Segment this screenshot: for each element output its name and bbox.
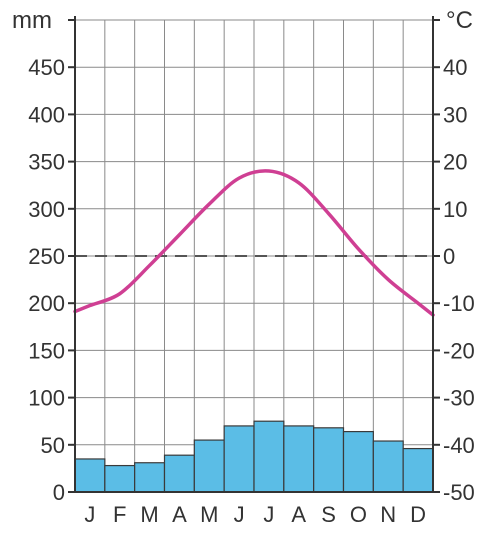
month-label: S bbox=[321, 502, 336, 527]
month-label: J bbox=[84, 502, 95, 527]
right-tick-label: -10 bbox=[443, 291, 475, 316]
precipitation-bar bbox=[253, 420, 285, 493]
left-tick-label: 200 bbox=[28, 291, 65, 316]
precipitation-bar bbox=[372, 440, 404, 493]
month-label: N bbox=[380, 502, 396, 527]
left-tick-label: 400 bbox=[28, 102, 65, 127]
left-axis-unit: mm bbox=[12, 7, 52, 34]
precipitation-bar bbox=[193, 439, 225, 493]
right-tick-label: 0 bbox=[443, 244, 455, 269]
left-tick-label: 150 bbox=[28, 338, 65, 363]
precipitation-bar bbox=[283, 425, 315, 493]
month-label: M bbox=[200, 502, 218, 527]
right-tick-label: -40 bbox=[443, 433, 475, 458]
right-tick-label: -30 bbox=[443, 386, 475, 411]
left-tick-label: 50 bbox=[41, 433, 65, 458]
month-label: A bbox=[172, 502, 187, 527]
month-label: A bbox=[291, 502, 306, 527]
precipitation-bar bbox=[134, 462, 166, 493]
left-tick-label: 350 bbox=[28, 150, 65, 175]
month-label: D bbox=[410, 502, 426, 527]
axes bbox=[68, 16, 440, 493]
precipitation-bar bbox=[342, 430, 374, 493]
left-tick-label: 300 bbox=[28, 197, 65, 222]
precipitation-bar bbox=[74, 458, 106, 493]
month-label: M bbox=[140, 502, 158, 527]
precipitation-bar bbox=[223, 425, 255, 493]
precipitation-bar bbox=[104, 464, 136, 493]
precipitation-bar bbox=[402, 447, 434, 493]
right-tick-label: 10 bbox=[443, 197, 467, 222]
left-tick-label: 100 bbox=[28, 386, 65, 411]
right-tick-label: 40 bbox=[443, 55, 467, 80]
tick-labels: 050100150200250300350400450-50-40-30-20-… bbox=[28, 55, 475, 527]
left-tick-label: 450 bbox=[28, 55, 65, 80]
month-label: F bbox=[113, 502, 126, 527]
month-label: J bbox=[234, 502, 245, 527]
precipitation-bar bbox=[163, 454, 195, 493]
right-axis-unit: °C bbox=[446, 7, 473, 34]
month-label: J bbox=[263, 502, 274, 527]
temperature-curve bbox=[73, 169, 435, 317]
right-tick-label: -50 bbox=[443, 480, 475, 505]
right-tick-label: -20 bbox=[443, 338, 475, 363]
right-tick-label: 20 bbox=[443, 150, 467, 175]
left-tick-label: 250 bbox=[28, 244, 65, 269]
precipitation-bars bbox=[74, 420, 434, 493]
month-label: O bbox=[350, 502, 367, 527]
right-tick-label: 30 bbox=[443, 102, 467, 127]
left-tick-label: 0 bbox=[53, 480, 65, 505]
precipitation-bar bbox=[313, 427, 345, 493]
temperature-line bbox=[73, 169, 435, 317]
